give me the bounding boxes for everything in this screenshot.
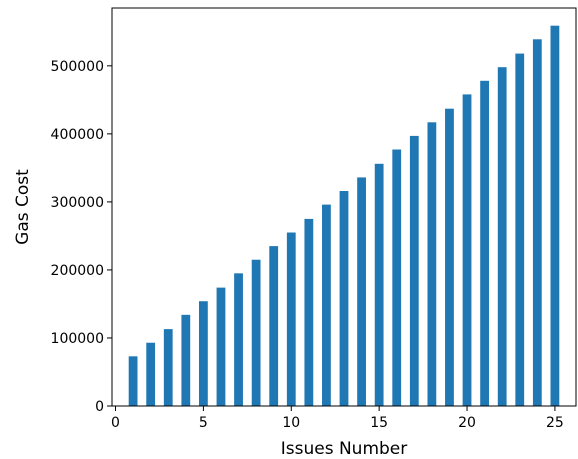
bar (427, 122, 437, 407)
y-axis-ticks: 0 100000 200000 300000 400000 500000 (51, 59, 112, 415)
bar (445, 108, 454, 406)
bar (339, 191, 349, 406)
y-tick-label: 200000 (51, 263, 104, 279)
x-tick-label: 15 (370, 415, 388, 431)
x-tick-label: 25 (546, 415, 564, 431)
bar (181, 314, 191, 406)
x-axis-ticks: 0 5 10 15 20 25 (111, 406, 564, 431)
x-tick-label: 5 (199, 415, 208, 431)
bar (462, 94, 472, 407)
bar (251, 259, 261, 406)
bar (234, 273, 243, 406)
bars-group (128, 25, 560, 407)
bar (357, 177, 366, 406)
y-tick-label: 0 (95, 399, 104, 415)
bar (409, 135, 419, 406)
bar (269, 246, 279, 406)
bar (163, 329, 173, 406)
bar (532, 39, 542, 407)
bar (128, 356, 138, 406)
bar (515, 53, 525, 406)
bar (304, 218, 314, 406)
plot-frame (111, 7, 577, 407)
y-tick-label: 300000 (51, 195, 104, 211)
bar (286, 232, 296, 406)
bar (392, 149, 402, 406)
bar (199, 301, 208, 406)
x-tick-label: 20 (458, 415, 476, 431)
y-tick-label: 500000 (51, 59, 104, 75)
x-tick-label: 10 (282, 415, 300, 431)
bar (146, 342, 156, 406)
x-axis-label: Issues Number (281, 439, 408, 459)
x-tick-label: 0 (111, 415, 120, 431)
y-tick-label: 100000 (51, 331, 104, 347)
bar (550, 25, 560, 406)
bar (216, 287, 226, 406)
bar (374, 163, 384, 406)
y-axis-label: Gas Cost (13, 169, 33, 245)
y-tick-label: 400000 (51, 127, 104, 143)
bar (322, 204, 331, 406)
bar (497, 67, 507, 406)
bar (480, 80, 489, 407)
